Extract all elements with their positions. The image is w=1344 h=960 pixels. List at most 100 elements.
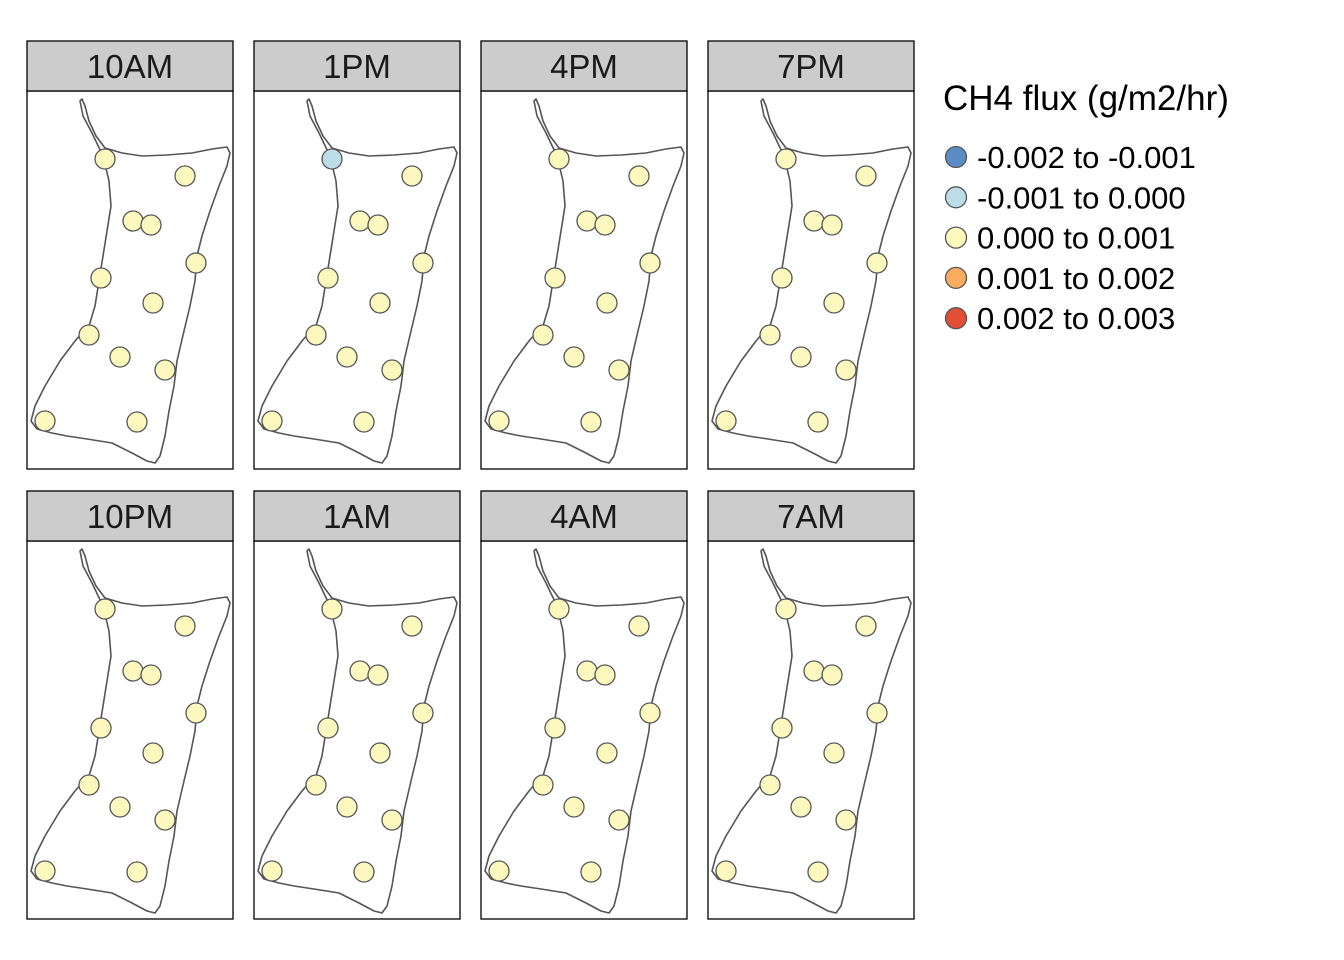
legend: CH4 flux (g/m2/hr) -0.002 to -0.001-0.00… (943, 79, 1229, 336)
sample-point (594, 664, 616, 686)
sample-point (349, 660, 371, 682)
sample-point (353, 411, 375, 433)
sample-point (142, 742, 164, 764)
sample-point (823, 292, 845, 314)
sample-point (580, 411, 602, 433)
legend-swatch (944, 145, 968, 169)
sample-point (305, 324, 327, 346)
facet-panel: 4PM (480, 40, 688, 470)
panel-title: 4AM (550, 498, 618, 535)
sample-point (353, 861, 375, 883)
panel-title: 1AM (323, 498, 391, 535)
panel-title: 4PM (550, 48, 618, 85)
sample-point (154, 809, 176, 831)
sample-point (140, 664, 162, 686)
sample-point (369, 742, 391, 764)
sample-point (771, 267, 793, 289)
panel-frame (707, 90, 915, 470)
sample-point (544, 267, 566, 289)
sample-point (369, 292, 391, 314)
panel-frame (253, 540, 461, 920)
sample-point (628, 615, 650, 637)
sample-point (78, 774, 100, 796)
wetland-outline (30, 98, 231, 464)
sample-point (317, 717, 339, 739)
sample-point (803, 210, 825, 232)
sample-point (628, 165, 650, 187)
sample-point (775, 148, 797, 170)
sample-point (821, 664, 843, 686)
sample-point (174, 615, 196, 637)
facet-panel: 1AM (253, 490, 461, 920)
sample-point (261, 860, 283, 882)
sample-point (336, 346, 358, 368)
wetland-outline (484, 548, 685, 914)
sample-point (90, 717, 112, 739)
panel-title: 10AM (87, 48, 173, 85)
sample-point (576, 660, 598, 682)
sample-point (576, 210, 598, 232)
sample-point (336, 796, 358, 818)
panel-frame (480, 540, 688, 920)
panel-strip (480, 490, 688, 542)
sample-point (803, 660, 825, 682)
panel-title: 1PM (323, 48, 391, 85)
wetland-outline (257, 548, 458, 914)
legend-label: 0.002 to 0.003 (977, 301, 1175, 336)
sample-point (174, 165, 196, 187)
sample-point (594, 214, 616, 236)
panel-strip (253, 40, 461, 92)
panel-frame (480, 90, 688, 470)
sample-point (381, 359, 403, 381)
sample-point (321, 148, 343, 170)
sample-point (580, 861, 602, 883)
sample-point (563, 796, 585, 818)
panel-strip (707, 490, 915, 542)
panel-strip (253, 490, 461, 542)
legend-items: -0.002 to -0.001 -0.001 to 0.000 0.000 to … (944, 140, 1196, 336)
sample-point (759, 774, 781, 796)
sample-point (807, 861, 829, 883)
sample-point (90, 267, 112, 289)
panels-layer: 10AM 1PM 4PM 7PM 10PM 1AM 4AM 7AM (26, 40, 915, 920)
panel-title: 7PM (777, 48, 845, 85)
sample-point (349, 210, 371, 232)
sample-point (639, 702, 661, 724)
sample-point (835, 809, 857, 831)
sample-point (715, 410, 737, 432)
sample-point (790, 346, 812, 368)
sample-point (715, 860, 737, 882)
wetland-outline (711, 98, 912, 464)
legend-label: -0.002 to -0.001 (977, 140, 1196, 175)
panel-frame (253, 90, 461, 470)
sample-point (596, 292, 618, 314)
sample-point (548, 148, 570, 170)
sample-point (109, 796, 131, 818)
sample-point (34, 410, 56, 432)
facet-panel: 1PM (253, 40, 461, 470)
sample-point (596, 742, 618, 764)
sample-point (548, 598, 570, 620)
wetland-outline (711, 548, 912, 914)
sample-point (261, 410, 283, 432)
sample-point (381, 809, 403, 831)
legend-label: 0.001 to 0.002 (977, 261, 1175, 296)
sample-point (154, 359, 176, 381)
legend-label: -0.001 to 0.000 (977, 180, 1186, 215)
sample-point (835, 359, 857, 381)
sample-point (488, 860, 510, 882)
sample-point (109, 346, 131, 368)
legend-swatch (944, 186, 968, 209)
sample-point (544, 717, 566, 739)
sample-point (866, 252, 888, 274)
sample-point (94, 598, 116, 620)
sample-point (122, 660, 144, 682)
sample-point (126, 411, 148, 433)
sample-point (759, 324, 781, 346)
legend-swatch (944, 307, 968, 330)
wetland-outline (257, 98, 458, 464)
sample-point (866, 702, 888, 724)
sample-point (34, 860, 56, 882)
sample-point (401, 165, 423, 187)
